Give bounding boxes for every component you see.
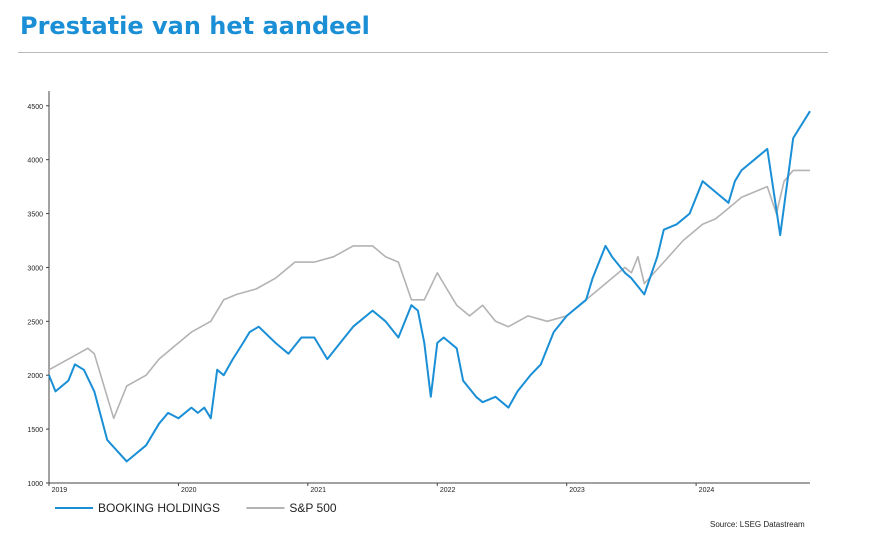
- x-tick-label: 2023: [569, 487, 585, 494]
- y-tick-label: 1500: [27, 427, 43, 434]
- y-tick-label: 3500: [27, 212, 43, 219]
- x-tick-label: 2022: [440, 487, 456, 494]
- series-line-booking-holdings: [48, 110, 811, 463]
- x-tick-label: 2021: [310, 487, 326, 494]
- x-tick-label: 2020: [181, 487, 197, 494]
- legend-label-booking-holdings: BOOKING HOLDINGS: [98, 501, 220, 515]
- y-tick-label: 2000: [27, 373, 43, 380]
- y-tick-label: 1000: [27, 481, 43, 488]
- title-divider: [18, 52, 828, 53]
- y-tick-label: 4000: [27, 158, 43, 165]
- source-note: Source: LSEG Datastream: [710, 520, 805, 529]
- x-axis: 2019 2020 2021 2022 2023 2024: [48, 482, 810, 494]
- y-tick-label: 4500: [27, 104, 43, 111]
- x-tick-label: 2024: [699, 487, 715, 494]
- legend-label-s-p-500: S&P 500: [289, 501, 336, 515]
- x-tick-label: 2019: [52, 487, 68, 494]
- legend: BOOKING HOLDINGS S&P 500: [55, 501, 337, 515]
- series-line-s-p-500: [48, 169, 810, 420]
- series-layer: [48, 110, 811, 463]
- y-axis: 1000 1500 2000 2500 3000 3500 4000 4500: [27, 91, 50, 488]
- y-tick-label: 2500: [27, 319, 43, 326]
- y-tick-label: 3000: [27, 265, 43, 272]
- page-title: Prestatie van het aandeel: [20, 12, 370, 40]
